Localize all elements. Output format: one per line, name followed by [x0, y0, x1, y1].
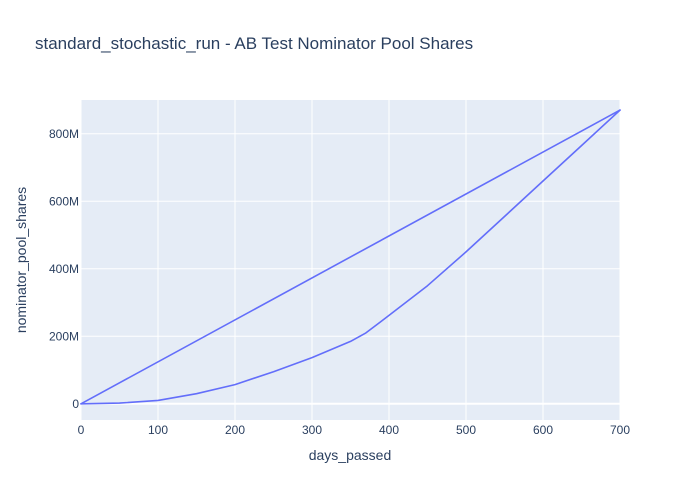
x-tick-label: 100 — [148, 423, 168, 437]
y-axis-title: nominator_pool_shares — [13, 187, 29, 333]
y-tick-label: 0 — [72, 397, 79, 411]
series-line-2 — [80, 109, 621, 405]
x-tick-label: 300 — [302, 423, 322, 437]
y-tick-label: 400M — [49, 262, 79, 276]
y-tick-label: 600M — [49, 194, 79, 208]
x-tick-label: 500 — [456, 423, 476, 437]
x-tick-labels: 0 100 200 300 400 500 600 700 — [78, 423, 631, 437]
x-tick-label: 700 — [610, 423, 630, 437]
chart-title: standard_stochastic_run - AB Test Nomina… — [35, 34, 474, 53]
grid — [80, 100, 621, 420]
x-tick-label: 200 — [225, 423, 245, 437]
series-line-1 — [80, 109, 621, 405]
x-axis-title: days_passed — [309, 447, 392, 463]
plot-area — [81, 100, 620, 420]
y-tick-labels: 0 200M 400M 600M 800M — [49, 127, 79, 411]
series-layer — [80, 109, 621, 405]
y-tick-label: 200M — [49, 329, 79, 343]
x-tick-label: 0 — [78, 423, 85, 437]
y-tick-label: 800M — [49, 127, 79, 141]
x-tick-label: 600 — [533, 423, 553, 437]
x-tick-label: 400 — [379, 423, 399, 437]
